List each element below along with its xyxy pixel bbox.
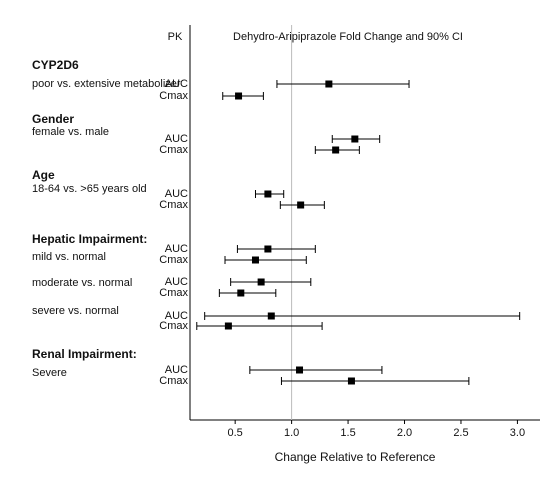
row-label: AUC [165,78,188,90]
x-tick-label: 1.0 [284,427,299,439]
x-tick-label: 1.5 [340,427,355,439]
estimate-point [235,92,243,100]
comparison-label: mild vs. normal [32,251,106,263]
row-label: Cmax [159,90,188,102]
group-heading: Hepatic Impairment: [32,232,147,246]
estimate-point [264,190,272,198]
x-tick-label: 0.5 [228,427,243,439]
comparison-label: 18-64 vs. >65 years old [32,183,147,195]
row-label: Cmax [159,144,188,156]
estimate-point [332,146,340,154]
row-label: Cmax [159,320,188,332]
row-label: AUC [165,310,188,322]
estimate-point [267,312,275,320]
x-tick-label: 2.0 [397,427,412,439]
x-axis-label: Change Relative to Reference [275,450,436,464]
row-label: AUC [165,364,188,376]
row-label: AUC [165,276,188,288]
estimate-point [264,245,272,253]
row-label: AUC [165,133,188,145]
comparison-label: severe vs. normal [32,305,119,317]
estimate-point [347,377,355,385]
estimate-point [297,201,305,209]
row-label: Cmax [159,254,188,266]
row-label: Cmax [159,287,188,299]
row-label: AUC [165,243,188,255]
comparison-label: poor vs. extensive metabolizer [32,78,181,90]
x-tick-label: 2.5 [453,427,468,439]
row-label: Cmax [159,375,188,387]
chart-title: Dehydro-Aripiprazole Fold Change and 90%… [233,31,463,43]
comparison-label: moderate vs. normal [32,277,132,289]
estimate-point [251,256,259,264]
estimate-point [351,135,359,143]
comparison-label: Severe [32,367,67,379]
row-label: AUC [165,188,188,200]
estimate-point [257,278,265,286]
estimate-point [325,80,333,88]
comparison-label: female vs. male [32,126,109,138]
estimate-point [296,366,304,374]
group-heading: Age [32,168,55,182]
group-heading: Renal Impairment: [32,347,137,361]
x-tick-label: 3.0 [510,427,525,439]
estimate-point [224,322,232,330]
group-heading: Gender [32,112,74,126]
estimate-point [237,289,245,297]
column-label: PK [168,31,183,43]
row-label: Cmax [159,199,188,211]
group-heading: CYP2D6 [32,58,79,72]
